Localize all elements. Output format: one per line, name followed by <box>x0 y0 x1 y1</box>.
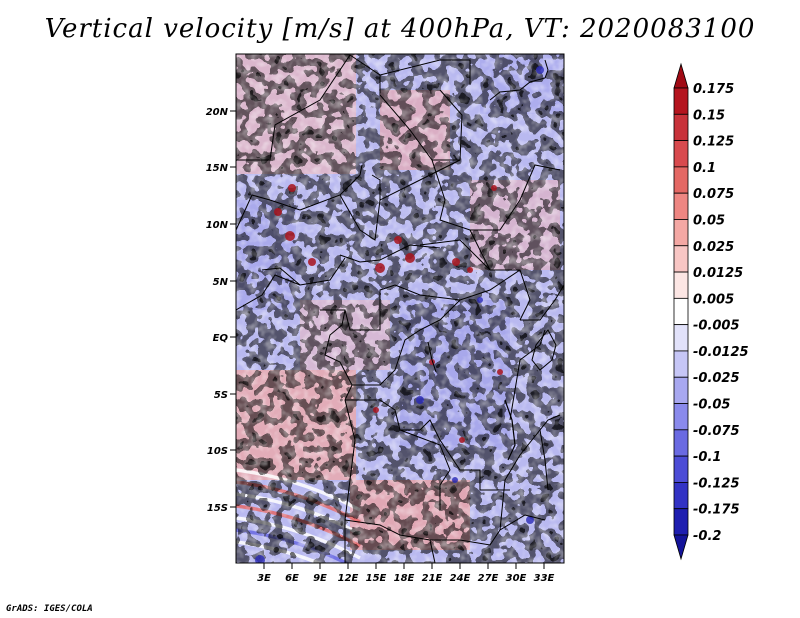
colorbar-label: -0.005 <box>693 319 740 334</box>
colorbar-label: 0.075 <box>693 187 734 202</box>
lon-tick-label: 27E <box>478 573 499 584</box>
velocity-field <box>236 54 564 563</box>
colorbar-segment <box>673 245 689 273</box>
colorbar-segment <box>673 87 689 115</box>
colorbar-label: 0.005 <box>693 292 734 307</box>
lon-tick-label: 24E <box>450 573 471 584</box>
lon-tick-label: 9E <box>313 573 327 584</box>
colorbar-segment <box>673 508 689 536</box>
colorbar-segment <box>673 297 689 326</box>
colorbar-label: 0.1 <box>693 161 716 176</box>
lon-tick-label: 15E <box>366 573 387 584</box>
map-frame <box>235 53 565 564</box>
colorbar-segment <box>673 113 689 141</box>
colorbar-label: -0.125 <box>693 476 740 491</box>
colorbar-segment <box>673 271 689 299</box>
lat-tick-label: 5S <box>214 390 228 401</box>
country-borders <box>236 54 564 563</box>
colorbar-segment <box>673 219 689 247</box>
lat-tick-label: 10N <box>206 220 229 231</box>
lat-tick-label: 20N <box>206 107 229 118</box>
map-title: Vertical velocity [m/s] at 400hPa, VT: 2… <box>44 14 756 44</box>
colorbar-segment <box>673 376 689 404</box>
colorbar-segment <box>673 429 689 457</box>
lat-tick-label: 10S <box>207 446 228 457</box>
colorbar-label: -0.05 <box>693 398 730 413</box>
colorbar-max-triangle <box>673 62 689 89</box>
lon-tick-label: 30E <box>506 573 527 584</box>
colorbar-label: 0.125 <box>693 135 734 150</box>
colorbar-label: -0.175 <box>693 503 740 518</box>
grads-credit: GrADS: IGES/COLA <box>6 604 93 614</box>
lon-tick-label: 33E <box>534 573 555 584</box>
colorbar-segment <box>673 403 689 431</box>
lon-tick-label: 3E <box>257 573 271 584</box>
longitude-axis <box>263 563 545 569</box>
colorbar-label: 0.175 <box>693 82 734 97</box>
colorbar-segment <box>673 455 689 483</box>
colorbar-segment <box>673 324 689 352</box>
colorbar-segment <box>673 350 689 378</box>
colorbar-segment <box>673 482 689 510</box>
colorbar-label: 0.15 <box>693 108 725 123</box>
lat-tick-label: 15N <box>206 163 229 174</box>
colorbar-label: 0.05 <box>693 213 725 228</box>
lon-tick-label: 6E <box>285 573 299 584</box>
colorbar-segment <box>673 166 689 194</box>
lon-tick-label: 12E <box>338 573 359 584</box>
lat-tick-label: EQ <box>213 333 229 344</box>
colorbar-label: -0.0125 <box>693 345 749 360</box>
lat-tick-label: 5N <box>213 277 229 288</box>
lon-tick-label: 21E <box>422 573 443 584</box>
colorbar-min-triangle <box>673 534 689 561</box>
colorbar: 0.175 0.15 0.125 0.1 0.075 0.05 0.025 0.0125 0.0… <box>673 62 749 561</box>
colorbar-label: 0.025 <box>693 240 734 255</box>
colorbar-segment <box>673 140 689 168</box>
colorbar-label: -0.025 <box>693 371 740 386</box>
colorbar-label: -0.075 <box>693 424 740 439</box>
latitude-axis <box>230 110 236 508</box>
colorbar-segment <box>673 192 689 220</box>
colorbar-label: -0.1 <box>693 450 721 465</box>
colorbar-label: 0.0125 <box>693 266 743 281</box>
lon-tick-label: 18E <box>394 573 415 584</box>
colorbar-label: -0.2 <box>693 529 721 544</box>
lat-tick-label: 15S <box>207 503 228 514</box>
